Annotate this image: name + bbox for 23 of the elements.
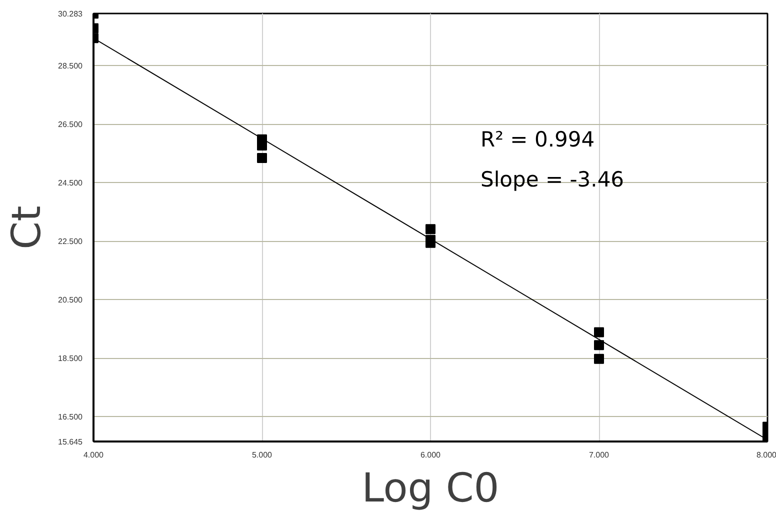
y-tick-label: 15.645	[58, 438, 84, 446]
annotation: Slope = -3.46	[480, 168, 624, 192]
annotation: R² = 0.994	[480, 128, 595, 152]
y-tick-label: 22.500	[58, 237, 84, 246]
x-axis-title: Log C0	[362, 466, 500, 512]
point	[426, 224, 436, 234]
y-tick-label: 24.500	[58, 178, 84, 188]
x-tick-label: 7.000	[588, 450, 610, 460]
point	[594, 327, 604, 338]
point	[594, 340, 604, 350]
x-tick-label: 8.000	[756, 450, 776, 460]
x-tick-label: 4.000	[83, 450, 104, 460]
y-tick-label: 26.500	[58, 120, 84, 130]
y-tick-label: 30.283	[58, 10, 84, 18]
y-tick-label: 28.500	[58, 62, 84, 71]
y-tick-label: 20.500	[58, 296, 84, 305]
point	[594, 354, 604, 364]
point	[257, 153, 267, 164]
y-axis-title: Ct	[4, 206, 50, 250]
y-tick-label: 18.500	[58, 354, 84, 364]
x-tick-label: 5.000	[252, 450, 273, 460]
x-tick-label: 6.000	[420, 450, 442, 460]
y-tick-label: 16.500	[58, 412, 84, 422]
